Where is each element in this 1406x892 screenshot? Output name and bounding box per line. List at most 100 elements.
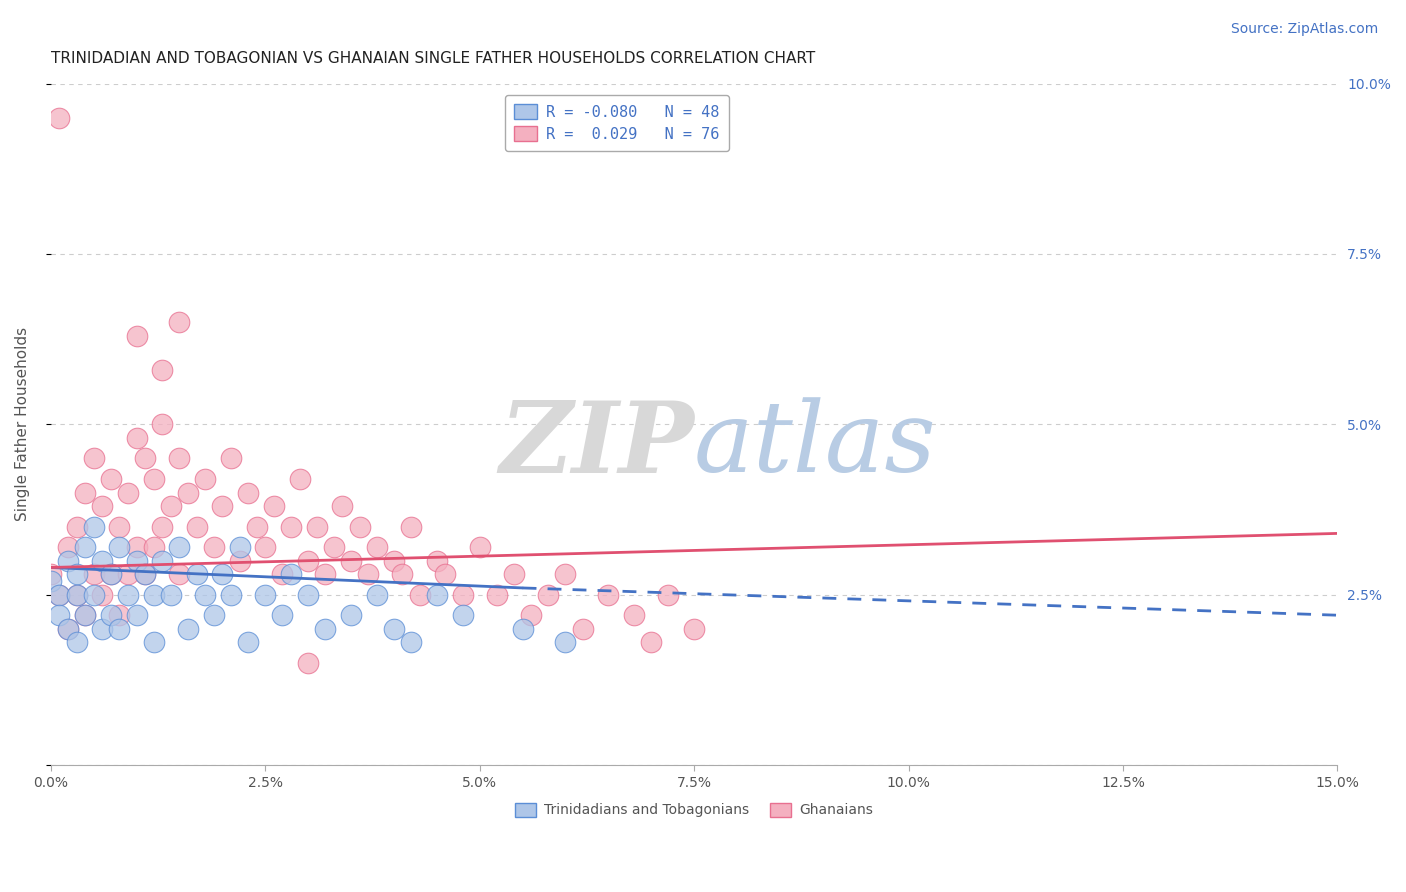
Point [305, 519, 328, 533]
Point [254, 588, 277, 602]
Point [100, 567, 122, 582]
Point [623, 608, 645, 623]
Point [142, 472, 165, 486]
Point [65, 588, 87, 602]
Point [125, 540, 148, 554]
Point [366, 588, 388, 602]
Point [571, 622, 593, 636]
Point [150, 363, 173, 377]
Point [100, 472, 122, 486]
Point [91, 554, 114, 568]
Point [83, 519, 105, 533]
Point [108, 519, 131, 533]
Point [366, 540, 388, 554]
Point [451, 608, 474, 623]
Point [169, 567, 191, 582]
Point [75, 540, 97, 554]
Point [246, 519, 269, 533]
Point [65, 588, 87, 602]
Point [426, 588, 449, 602]
Point [48, 588, 70, 602]
Point [640, 635, 662, 649]
Point [75, 608, 97, 623]
Point [142, 540, 165, 554]
Point [142, 588, 165, 602]
Legend: Trinidadians and Tobagonians, Ghanaians: Trinidadians and Tobagonians, Ghanaians [509, 797, 879, 823]
Point [194, 588, 217, 602]
Point [598, 588, 620, 602]
Point [117, 588, 139, 602]
Point [160, 588, 183, 602]
Text: TRINIDADIAN AND TOBAGONIAN VS GHANAIAN SINGLE FATHER HOUSEHOLDS CORRELATION CHAR: TRINIDADIAN AND TOBAGONIAN VS GHANAIAN S… [51, 51, 815, 66]
Point [150, 417, 173, 432]
Point [254, 540, 277, 554]
Point [56, 622, 79, 636]
Point [39, 567, 62, 582]
Point [39, 574, 62, 588]
Point [271, 608, 294, 623]
Point [485, 588, 508, 602]
Point [134, 567, 156, 582]
Point [100, 567, 122, 582]
Point [357, 567, 380, 582]
Point [399, 635, 422, 649]
Point [399, 519, 422, 533]
Point [297, 588, 319, 602]
Point [228, 554, 250, 568]
Point [288, 472, 311, 486]
Point [468, 540, 491, 554]
Text: Source: ZipAtlas.com: Source: ZipAtlas.com [1230, 22, 1378, 37]
Point [65, 519, 87, 533]
Point [125, 554, 148, 568]
Point [108, 540, 131, 554]
Point [512, 622, 534, 636]
Point [503, 567, 526, 582]
Point [91, 588, 114, 602]
Point [219, 451, 242, 466]
Point [408, 588, 430, 602]
Point [169, 451, 191, 466]
Point [186, 519, 208, 533]
Point [160, 499, 183, 513]
Point [271, 567, 294, 582]
Point [48, 588, 70, 602]
Point [451, 588, 474, 602]
Point [314, 622, 336, 636]
Point [332, 499, 354, 513]
Point [194, 472, 217, 486]
Point [48, 608, 70, 623]
Point [56, 622, 79, 636]
Point [150, 519, 173, 533]
Point [382, 554, 405, 568]
Point [125, 431, 148, 445]
Point [83, 588, 105, 602]
Point [186, 567, 208, 582]
Point [520, 608, 543, 623]
Point [211, 499, 233, 513]
Point [134, 567, 156, 582]
Point [280, 567, 302, 582]
Point [236, 485, 259, 500]
Point [48, 111, 70, 125]
Point [382, 622, 405, 636]
Point [349, 519, 371, 533]
Point [263, 499, 285, 513]
Point [83, 567, 105, 582]
Point [280, 519, 302, 533]
Point [219, 588, 242, 602]
Point [91, 622, 114, 636]
Point [65, 567, 87, 582]
Point [537, 588, 560, 602]
Point [142, 635, 165, 649]
Point [117, 485, 139, 500]
Point [56, 554, 79, 568]
Point [322, 540, 344, 554]
Point [65, 635, 87, 649]
Point [100, 608, 122, 623]
Point [108, 622, 131, 636]
Text: atlas: atlas [695, 397, 936, 492]
Point [426, 554, 449, 568]
Point [236, 635, 259, 649]
Point [434, 567, 457, 582]
Point [75, 608, 97, 623]
